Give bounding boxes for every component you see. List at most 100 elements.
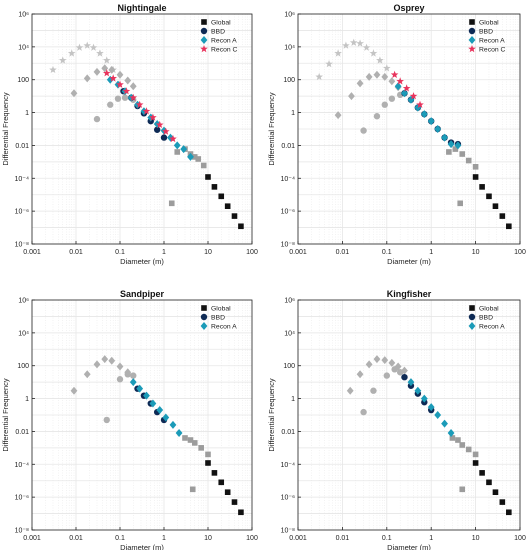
x-tick-label: 100 [246, 535, 258, 542]
x-tick-label: 0.1 [382, 535, 392, 542]
y-tick-label: 10⁻⁴ [281, 462, 296, 469]
chart-panel-1: 0.001 0.01 0.1 1 10 100 10⁻⁸ 10⁻⁶ 10⁻⁴ 0.01 1 100 10… [267, 3, 526, 266]
data-point-gray-diamond [83, 74, 91, 83]
y-axis-label: Differential Frequency [267, 378, 276, 451]
data-point-recon-c [390, 70, 399, 78]
y-tick-label: 0.01 [15, 143, 29, 150]
x-tick-label: 10 [472, 535, 480, 542]
data-point-gray-square [205, 451, 211, 458]
data-point-gray-diamond [388, 77, 396, 86]
axes-frame [297, 299, 521, 531]
data-point-recon-a [143, 391, 150, 400]
data-point-gray-circle [124, 371, 131, 378]
data-point-gray-star [67, 49, 76, 57]
data-point-gray-diamond [346, 386, 354, 395]
data-point-gray-diamond [124, 76, 132, 85]
y-tick-label: 10⁻⁶ [281, 495, 295, 502]
data-point-gray-star [334, 49, 342, 57]
y-tick-label: 100 [17, 77, 29, 84]
x-tick-label: 1 [429, 249, 433, 256]
data-point-gray-square [459, 486, 466, 493]
y-tick-label: 100 [283, 77, 295, 84]
legend-marker [200, 45, 208, 53]
data-point-gray-circle [396, 369, 404, 376]
data-point-gray-diamond [373, 355, 381, 364]
data-point-gray-circle [381, 101, 388, 108]
y-tick-label: 10⁻⁸ [281, 242, 295, 249]
data-point-recon-c [135, 100, 144, 108]
data-point-gray-square [182, 435, 188, 441]
data-points [70, 355, 244, 516]
data-point-global [506, 223, 512, 230]
y-tick-label: 10⁶ [284, 298, 295, 305]
data-point-recon-a [136, 384, 144, 393]
data-point-gray-diamond [70, 386, 78, 395]
y-tick-label: 10⁶ [284, 12, 295, 19]
data-point-recon-c [155, 120, 164, 129]
x-tick-label: 0.001 [289, 249, 307, 256]
data-point-recon-a [454, 141, 462, 150]
chart-panel-3: 0.001 0.01 0.1 1 10 100 10⁻⁸ 10⁻⁶ 10⁻⁴ 0.01 1 100 10… [267, 289, 526, 550]
data-point-gray-square [191, 154, 198, 160]
data-point-recon-c [169, 134, 177, 143]
legend: Global BBD Recon A Recon C [468, 19, 506, 54]
chart-panel-2: 0.001 0.01 0.1 1 10 100 10⁻⁸ 10⁻⁶ 10⁻⁴ 0.01 1 100 10… [1, 289, 258, 550]
x-tick-label: 10 [204, 535, 212, 542]
data-point-gray-square [168, 200, 175, 207]
data-point-recon-c [142, 107, 151, 115]
data-point-gray-square [187, 437, 194, 443]
data-point-global [492, 203, 499, 209]
y-tick-label: 100 [283, 363, 295, 370]
data-point-gray-square [446, 149, 452, 155]
data-point-recon-c [416, 100, 424, 108]
data-point-gray-diamond [116, 70, 124, 79]
legend-marker [200, 313, 208, 321]
y-tick-label: 10⁴ [18, 44, 29, 51]
data-point-recon-a [420, 110, 428, 119]
data-point-recon-c [122, 87, 131, 95]
data-point-gray-star [369, 49, 378, 57]
data-point-gray-diamond [365, 360, 373, 369]
legend-label: Recon C [479, 47, 506, 54]
legend-label: Recon C [211, 47, 238, 54]
data-point-recon-c [116, 80, 124, 88]
legend-marker [468, 45, 476, 53]
data-point-recon-a [156, 406, 164, 415]
data-point-gray-star [383, 64, 391, 72]
y-tick-label: 100 [17, 363, 29, 370]
legend-label: Global [479, 20, 499, 27]
data-point-global [486, 479, 492, 486]
data-point-global [231, 499, 238, 505]
data-point-gray-star [49, 65, 57, 74]
data-point-gray-star [356, 39, 364, 47]
data-point-recon-a [447, 429, 455, 438]
data-point-gray-square [452, 146, 459, 152]
x-tick-label: 0.001 [289, 535, 307, 542]
data-point-gray-diamond [381, 356, 389, 365]
data-point-gray-diamond [381, 72, 389, 81]
data-point-gray-circle [360, 127, 367, 134]
data-point-gray-square [449, 435, 456, 441]
y-tick-label: 10⁻⁸ [15, 242, 29, 249]
legend-marker [469, 305, 475, 311]
data-point-global [492, 489, 499, 495]
legend-label: BBD [479, 315, 493, 322]
axes-frame [31, 13, 253, 245]
legend-marker [468, 322, 476, 330]
data-point-recon-a [420, 394, 428, 403]
data-point-global [479, 184, 485, 190]
data-point-recon-c [149, 113, 157, 121]
data-point-gray-square [465, 157, 472, 164]
data-point-gray-circle [391, 366, 398, 373]
axes-frame [297, 13, 521, 245]
data-point-recon-a [162, 413, 170, 422]
x-axis-label: Diameter (m) [387, 257, 431, 266]
data-point-recon-a [173, 141, 181, 150]
data-point-gray-circle [107, 101, 114, 108]
data-point-global [211, 184, 218, 190]
data-point-global [224, 489, 231, 495]
y-tick-label: 10⁻⁶ [15, 495, 29, 502]
data-point-gray-square [174, 149, 181, 155]
legend: Global BBD Recon A Recon C [200, 19, 238, 54]
